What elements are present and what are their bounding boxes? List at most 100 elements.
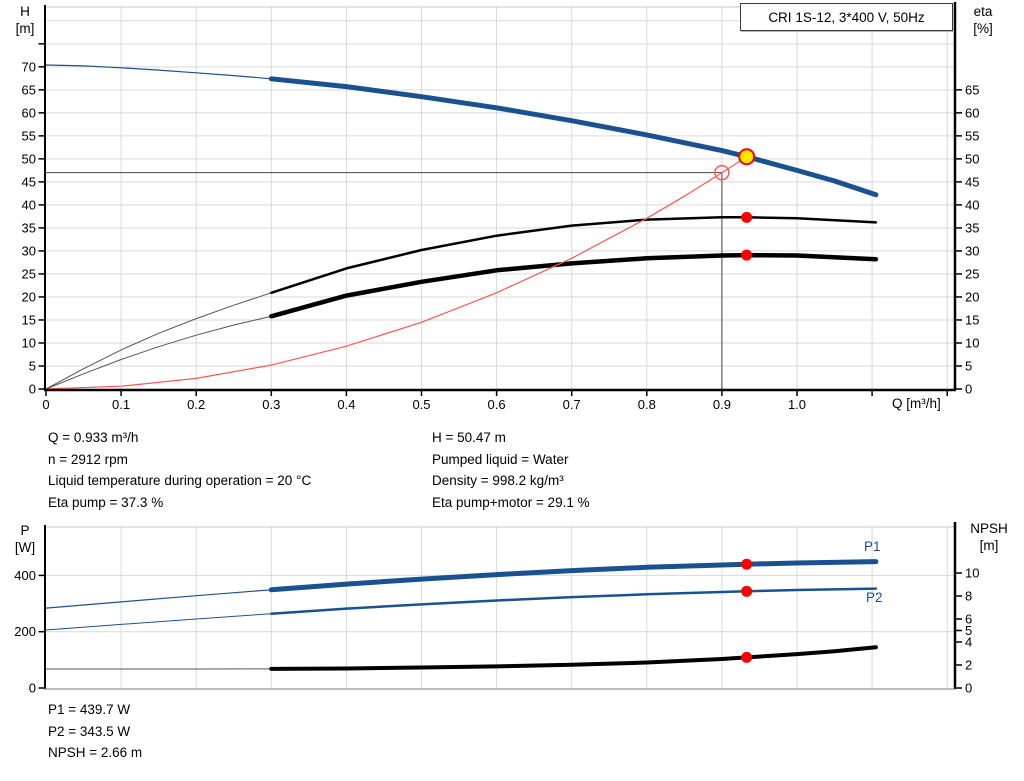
- x-axis-label: Q [m³/h]: [892, 396, 941, 411]
- eta-pump-curve: [270, 216, 878, 295]
- left-axis-tick-label: 20: [22, 289, 36, 304]
- pump-qh-curve-curve: [45, 64, 272, 80]
- right-axis-tick-label: 25: [965, 266, 979, 281]
- x-axis-tick-label: 0.5: [412, 397, 430, 412]
- right-axis-tick-label: 6: [965, 612, 972, 627]
- x-axis-tick-label: 0.6: [488, 397, 506, 412]
- right-axis-tick-label: 0: [965, 681, 972, 696]
- power-axis-title-symbol: P: [20, 523, 30, 538]
- left-axis-tick-label: 50: [22, 151, 36, 166]
- operating-point-dot: [741, 651, 753, 663]
- left-axis-tick-label: 35: [22, 220, 36, 235]
- info-p2-value: P2 = 343.5 W: [48, 723, 131, 739]
- right-axis-tick-label: 8: [965, 589, 972, 604]
- left-axis-tick-label: 400: [14, 568, 36, 583]
- right-axis-tick-label: 15: [965, 312, 979, 327]
- left-axis-tick-label: 70: [22, 59, 36, 74]
- left-axis-tick-label: 60: [22, 105, 36, 120]
- duty-info-left: Q = 0.933 m³/h n = 2912 rpm Liquid tempe…: [48, 427, 311, 514]
- left-axis-tick-label: 10: [22, 335, 36, 350]
- right-axis-tick-label: 20: [965, 289, 979, 304]
- left-axis-tick-label: 55: [22, 128, 36, 143]
- eta-axis-title-symbol: eta: [973, 4, 993, 19]
- p1-curve-label: P1: [864, 539, 881, 554]
- npsh-axis-title: NPSH [m]: [956, 520, 1022, 554]
- chart-title-box: CRI 1S-12, 3*400 V, 50Hz: [740, 3, 953, 31]
- p2-power-curve: [270, 587, 878, 615]
- info-npsh-value: NPSH = 2.66 m: [48, 745, 143, 761]
- x-axis-tick-label: 0: [42, 397, 49, 412]
- right-axis-tick-label: 60: [965, 105, 979, 120]
- x-axis-tick-label: 0.9: [713, 397, 731, 412]
- left-axis-tick-label: 25: [22, 266, 36, 281]
- duty-info-right: H = 50.47 m Pumped liquid = Water Densit…: [432, 427, 590, 514]
- power-axis-title-unit: [W]: [14, 540, 36, 555]
- info-pumped-liquid: Pumped liquid = Water: [432, 451, 569, 467]
- right-axis-tick-label: 45: [965, 174, 979, 189]
- power-npsh-chart-plot-area[interactable]: [46, 527, 955, 688]
- eta-axis-title: eta [%]: [960, 3, 1006, 37]
- h-axis-title-symbol: H: [20, 4, 30, 19]
- info-q-value: Q = 0.933 m³/h: [48, 430, 139, 445]
- right-axis-tick-label: 10: [965, 566, 979, 581]
- x-axis-tick-label: 0.8: [638, 397, 656, 412]
- eta-pump-curve: [45, 292, 272, 390]
- x-axis-tick-label: 1.0: [788, 397, 806, 412]
- right-axis-tick-label: 4: [965, 635, 972, 650]
- x-axis-tick-label: 0.4: [337, 397, 355, 412]
- right-axis-tick-label: 5: [965, 358, 972, 373]
- info-p1-value: P1 = 439.7 W: [48, 702, 131, 717]
- npsh-curve-curve: [269, 645, 878, 671]
- info-density: Density = 998.2 kg/m³: [432, 473, 564, 489]
- left-axis-tick-label: 45: [22, 174, 36, 189]
- eta-pump-motor-curve: [269, 252, 879, 319]
- right-axis-tick-label: 0: [965, 382, 972, 397]
- info-liquid-temperature: Liquid temperature during operation = 20…: [48, 473, 312, 489]
- x-axis-tick-label: 0.1: [112, 397, 130, 412]
- right-axis-tick-label: 5: [965, 623, 972, 638]
- operating-point-dot: [741, 585, 753, 597]
- p1-power-curve: [268, 559, 879, 593]
- info-h-value: H = 50.47 m: [432, 430, 506, 445]
- duty-point-marker[interactable]: [738, 148, 756, 166]
- left-axis-tick-label: 0: [29, 681, 36, 696]
- operating-point-dot: [741, 558, 753, 570]
- qh-chart-plot-area[interactable]: [46, 7, 955, 389]
- right-axis-tick-label: 65: [965, 82, 979, 97]
- right-axis-tick-label: 35: [965, 220, 979, 235]
- npsh-axis-title-unit: [m]: [979, 538, 999, 553]
- left-axis-tick-label: 65: [22, 82, 36, 97]
- requested-duty-marker: [714, 164, 730, 181]
- x-axis-tick-label: 0.7: [563, 397, 581, 412]
- npsh-axis-title-symbol: NPSH: [970, 521, 1008, 536]
- p2-curve-label: P2: [866, 590, 883, 605]
- power-axis-title: P [W]: [3, 522, 47, 556]
- right-axis-tick-label: 2: [965, 658, 972, 673]
- x-axis-tick-label: 0.2: [187, 397, 205, 412]
- left-axis-tick-label: 0: [29, 382, 36, 397]
- left-axis-tick-label: 15: [22, 312, 36, 327]
- left-axis-tick-label: 5: [29, 358, 36, 373]
- operating-point-dot: [741, 249, 753, 261]
- h-axis-title-unit: [m]: [15, 21, 35, 36]
- h-axis-title: H [m]: [3, 3, 47, 37]
- info-eta-pump-motor: Eta pump+motor = 29.1 %: [432, 495, 590, 511]
- right-axis-tick-label: 55: [965, 128, 979, 143]
- info-speed-value: n = 2912 rpm: [48, 451, 128, 467]
- x-axis-tick-label: 0.3: [262, 397, 280, 412]
- left-axis-tick-label: 200: [14, 624, 36, 639]
- eta-axis-title-unit: [%]: [973, 21, 993, 36]
- right-axis-tick-label: 40: [965, 197, 979, 212]
- right-axis-tick-label: 30: [965, 243, 979, 258]
- info-eta-pump: Eta pump = 37.3 %: [48, 495, 164, 511]
- pump-qh-curve-curve: [268, 76, 879, 198]
- pump-model-title: CRI 1S-12, 3*400 V, 50Hz: [768, 9, 925, 25]
- right-axis-tick-label: 50: [965, 151, 979, 166]
- p1-power-curve: [45, 589, 272, 609]
- eta-pump-motor-curve: [45, 315, 272, 390]
- right-axis-tick-label: 10: [965, 335, 979, 350]
- left-axis-tick-label: 30: [22, 243, 36, 258]
- p2-power-curve: [45, 613, 272, 631]
- system-curve-curve: [45, 156, 748, 390]
